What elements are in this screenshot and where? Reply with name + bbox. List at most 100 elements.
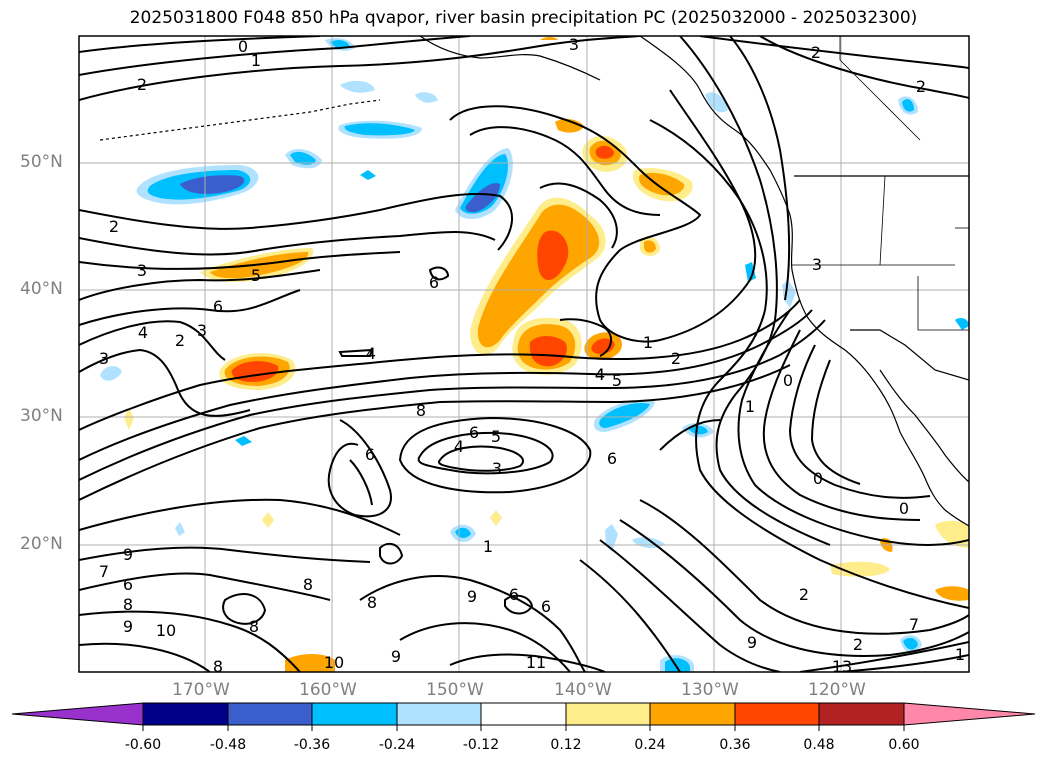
contour-line: [762, 329, 921, 521]
shade-positive: [935, 586, 969, 601]
contour-line: [810, 359, 861, 485]
shade-negative: [599, 402, 650, 428]
shade-negative: [782, 280, 796, 308]
contour-line: [79, 36, 321, 53]
contour-line: [399, 622, 571, 672]
contour-line: [79, 498, 401, 536]
contour-line: [559, 318, 612, 357]
contour-line: [79, 269, 321, 301]
colorbar-segment: [565, 702, 651, 726]
contour-label: 6: [541, 597, 551, 616]
contour-label: 5: [251, 266, 261, 285]
contour-label: 3: [569, 35, 579, 54]
contour-line: [449, 653, 606, 672]
shade-negative: [100, 366, 122, 381]
shade-positive: [477, 204, 600, 348]
contour-line: [839, 654, 969, 672]
contour-line: [438, 445, 525, 472]
colorbar-tick-label: 0.60: [888, 737, 920, 753]
shade-positive: [830, 561, 890, 577]
contour-label: 10: [324, 653, 344, 672]
lon-label: 160°W: [299, 680, 357, 700]
contour-label: 8: [367, 593, 377, 612]
contour-label: 9: [123, 617, 133, 636]
contour-line: [79, 289, 301, 326]
colorbar-tick-label: 0.24: [634, 737, 666, 753]
contour-label: 4: [454, 437, 464, 456]
shade-negative: [360, 170, 376, 180]
shade-negative: [175, 522, 185, 536]
contour-label: 3: [197, 321, 207, 340]
lon-label: 170°W: [172, 680, 230, 700]
contour-line: [79, 320, 226, 361]
contour-line: [428, 266, 450, 281]
contour-line: [398, 416, 592, 494]
contour-label: 0: [899, 499, 909, 518]
shade-positive: [262, 512, 274, 528]
shade-negative: [415, 92, 438, 103]
contour-label: 9: [747, 633, 757, 652]
coastline-aleutians: [99, 99, 381, 141]
contour-labels: 0 1 2 3 2 2 2 3 3 6 6 4 3 2 4 3 5 4 6 8 …: [99, 35, 965, 676]
border-state: [839, 36, 921, 141]
contour-label: 1: [643, 333, 653, 352]
lat-label: 40°N: [20, 279, 63, 299]
border-state: [917, 276, 969, 331]
qvapor-contours: [79, 36, 969, 672]
contour-label: 13: [832, 657, 852, 676]
shade-positive: [644, 240, 656, 253]
colorbar-segment: [142, 702, 229, 726]
contour-label: 4: [366, 344, 376, 363]
contour-line: [599, 539, 781, 672]
contour-label: 4: [595, 365, 605, 384]
shade-positive: [124, 408, 134, 430]
lon-label: 130°W: [681, 680, 739, 700]
colorbar-segment: [734, 702, 820, 726]
contour-line: [79, 642, 211, 672]
contour-line: [619, 519, 969, 657]
contour-line: [379, 542, 404, 565]
contour-line: [349, 459, 373, 506]
shade-negative: [665, 658, 690, 672]
contour-label: 6: [213, 297, 223, 316]
coastline-baja: [879, 369, 969, 483]
contour-label: 5: [612, 371, 622, 390]
shade-negative: [180, 175, 245, 194]
colorbar-tick-label: 0.36: [719, 737, 751, 753]
contour-line: [79, 36, 641, 101]
shade-negative: [340, 80, 375, 93]
shade-negative: [903, 637, 918, 650]
contour-label: 8: [416, 401, 426, 420]
contour-label: 6: [509, 585, 519, 604]
colorbar-segment: [480, 702, 567, 726]
colorbar-ticks: [142, 725, 905, 731]
colorbar-segment: [227, 702, 313, 726]
contour-line: [338, 348, 374, 357]
contour-label: 0: [783, 371, 793, 390]
contour-label: 8: [303, 575, 313, 594]
contour-line: [659, 419, 721, 451]
contour-label: 3: [492, 459, 502, 478]
contour-line: [649, 119, 969, 609]
border-us-mexico: [850, 329, 969, 381]
contour-line: [79, 36, 471, 76]
graticule: [79, 36, 969, 672]
colorbar-segment: [649, 702, 736, 726]
contour-label: 1: [251, 51, 261, 70]
contour-label: 2: [137, 75, 147, 94]
contour-line: [79, 231, 496, 256]
contour-label: 8: [249, 617, 259, 636]
lon-label: 150°W: [426, 680, 484, 700]
shade-positive: [285, 654, 335, 672]
contour-label: 9: [467, 587, 477, 606]
precipitation-shading: [100, 37, 969, 672]
contour-line: [729, 36, 791, 301]
contour-label: 4: [595, 365, 605, 384]
contour-label: 11: [526, 653, 546, 672]
contour-line: [579, 559, 681, 672]
colorbar-extend-low: [11, 702, 144, 726]
contour-line: [699, 36, 969, 69]
contour-label: 3: [137, 261, 147, 280]
colorbar-segment: [818, 702, 905, 726]
contour-line: [504, 594, 534, 615]
